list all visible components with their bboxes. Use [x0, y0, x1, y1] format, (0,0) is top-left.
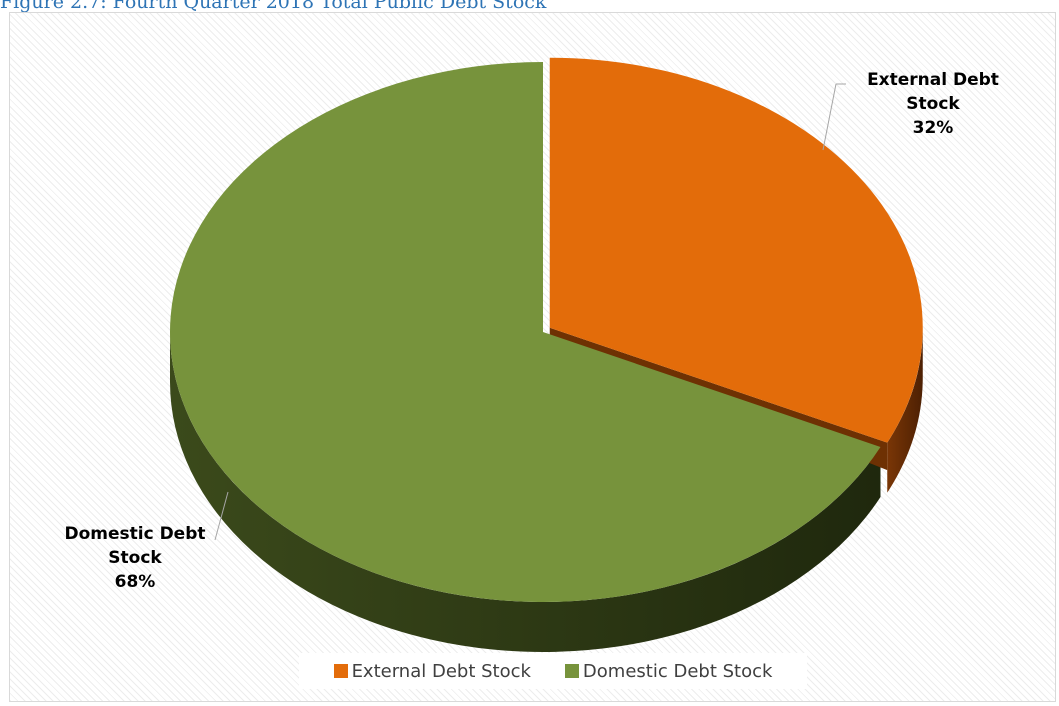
data-label-external-value: 32% — [912, 118, 954, 138]
leader-line-domestic — [214, 491, 229, 541]
data-label-external: External Debt Stock 32% — [846, 68, 1020, 140]
data-label-domestic: Domestic Debt Stock 68% — [56, 522, 214, 594]
data-label-domestic-name-line2: Stock — [108, 548, 162, 568]
legend-item-domestic[interactable]: Domestic Debt Stock — [564, 660, 773, 682]
legend-label-external: External Debt Stock — [351, 660, 531, 682]
figure-title: Figure 2.7: Fourth Quarter 2018 Total Pu… — [0, 0, 547, 13]
leader-line-external — [822, 83, 837, 151]
pie-slice-side-domestic — [170, 332, 881, 652]
data-label-domestic-value: 68% — [114, 572, 156, 592]
legend-swatch-external — [333, 664, 348, 678]
legend-label-domestic: Domestic Debt Stock — [582, 660, 773, 682]
pie-slice-domestic[interactable] — [170, 62, 881, 602]
data-label-external-name: External Debt Stock — [867, 70, 999, 114]
chart-legend: External Debt Stock Domestic Debt Stock — [299, 653, 807, 689]
pie-slice-external[interactable] — [549, 57, 923, 443]
legend-item-external[interactable]: External Debt Stock — [333, 660, 531, 682]
data-label-domestic-name-line1: Domestic Debt — [64, 524, 206, 544]
legend-swatch-domestic — [564, 664, 579, 678]
pie-slice-side-external — [887, 327, 923, 493]
